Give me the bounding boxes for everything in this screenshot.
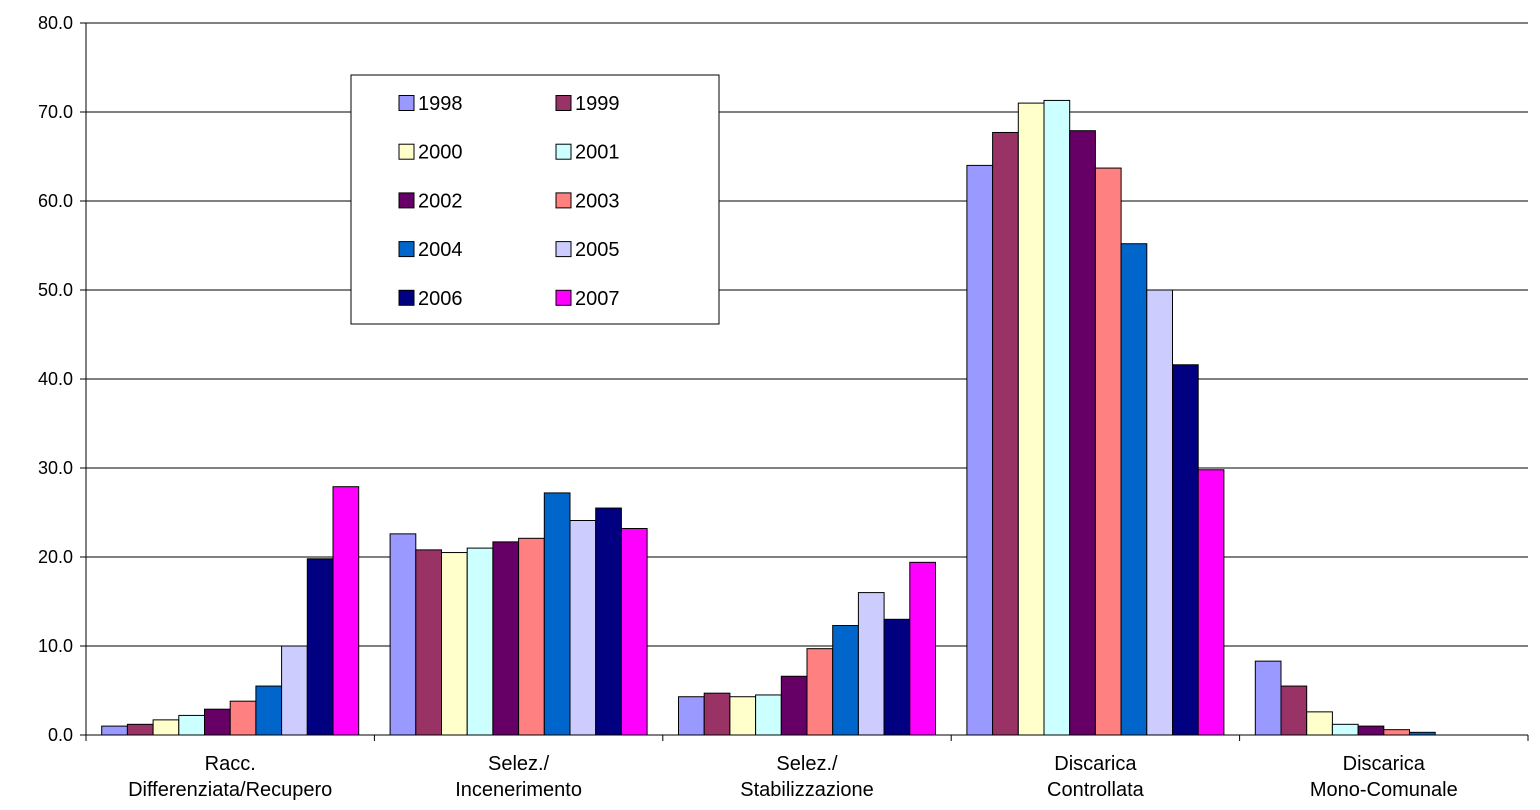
bar-2001-cat-4: [1331, 723, 1359, 736]
bar-2005-cat-2: [857, 592, 885, 736]
x-category-label: Stabilizzazione: [740, 779, 873, 801]
y-tick-label: 60.0: [38, 191, 73, 211]
bar-2002-cat-2: [780, 675, 808, 736]
x-category-label: Mono-Comunale: [1310, 779, 1458, 801]
legend-label-2001: 2001: [575, 142, 620, 164]
x-category-label: Racc.: [205, 753, 256, 775]
legend-label-1999: 1999: [575, 93, 620, 115]
y-tick-label: 40.0: [38, 369, 73, 389]
legend-swatch-2004: [398, 241, 415, 258]
legend-swatch-2000: [398, 143, 415, 160]
x-category-label: Differenziata/Recupero: [128, 779, 332, 801]
legend-swatch-2006: [398, 289, 415, 306]
bar-2007-cat-2: [909, 561, 936, 736]
x-category-label: Incenerimento: [455, 779, 582, 801]
bar-2006-cat-1: [595, 507, 622, 736]
y-tick-label: 80.0: [38, 13, 73, 33]
bar-1999-cat-1: [415, 549, 442, 736]
x-category-label: Discarica: [1343, 753, 1426, 775]
bar-2001-cat-2: [755, 694, 782, 736]
bar-2000-cat-4: [1306, 711, 1333, 736]
bar-2006-cat-0: [306, 558, 334, 736]
bar-2004-cat-0: [255, 685, 283, 736]
y-tick-label: 30.0: [38, 458, 73, 478]
legend-swatch-1998: [398, 95, 415, 111]
legend-label-2002: 2002: [418, 190, 463, 212]
bar-1999-cat-4: [1280, 685, 1308, 736]
y-tick-label: 50.0: [38, 280, 73, 300]
legend-label-2004: 2004: [418, 239, 463, 261]
legend-swatch-2007: [555, 289, 572, 306]
legend-swatch-2002: [398, 192, 415, 209]
bar-1999-cat-0: [126, 723, 154, 736]
legend-swatch-1999: [555, 95, 572, 111]
y-tick-label: 20.0: [38, 547, 73, 567]
bar-2007-cat-1: [620, 528, 648, 736]
bar-2005-cat-1: [569, 520, 597, 736]
bar-2005-cat-0: [281, 645, 308, 736]
bar-1998-cat-4: [1254, 660, 1282, 736]
legend-swatch-2003: [555, 192, 572, 209]
legend-swatch-2001: [555, 143, 572, 160]
legend-label-2000: 2000: [418, 142, 463, 164]
bar-1999-cat-2: [703, 692, 731, 736]
bar-2002-cat-0: [204, 708, 231, 736]
legend-swatch-2005: [555, 241, 572, 258]
bar-2003-cat-4: [1383, 729, 1411, 736]
bar-2003-cat-0: [229, 700, 257, 736]
bar-2002-cat-4: [1357, 725, 1385, 736]
bar-2004-cat-3: [1120, 243, 1148, 736]
x-category-label: Discarica: [1054, 753, 1137, 775]
bar-2006-cat-3: [1172, 364, 1199, 736]
legend-label-2006: 2006: [418, 288, 463, 310]
bar-2001-cat-0: [178, 714, 206, 736]
legend-label-2003: 2003: [575, 190, 620, 212]
x-category-label: Selez./: [776, 753, 838, 775]
bar-2006-cat-2: [883, 618, 911, 736]
bar-2001-cat-3: [1043, 99, 1071, 736]
bar-2001-cat-1: [466, 547, 494, 736]
bar-2007-cat-0: [332, 486, 360, 736]
bar-1998-cat-1: [389, 533, 417, 736]
legend: 1998 1999 2000 2001 2002 2003 2004 2005 2006 2007: [350, 74, 720, 325]
bar-1999-cat-3: [992, 131, 1019, 736]
bar-2000-cat-2: [729, 696, 757, 736]
y-tick-label: 0.0: [48, 725, 73, 745]
bars: [101, 99, 1436, 736]
x-category-label: Controllata: [1047, 779, 1145, 801]
bar-2004-cat-2: [832, 625, 859, 736]
legend-label-2005: 2005: [575, 239, 620, 261]
x-category-label: Selez./: [488, 753, 550, 775]
bar-2003-cat-1: [518, 537, 545, 736]
bar-2002-cat-3: [1069, 130, 1096, 736]
bar-2004-cat-1: [543, 492, 571, 736]
bar-2003-cat-3: [1094, 167, 1122, 736]
gridlines: [86, 22, 1528, 647]
bar-2000-cat-3: [1017, 102, 1045, 736]
legend-label-2007: 2007: [575, 288, 620, 310]
bar-2000-cat-1: [441, 552, 468, 736]
bar-2000-cat-0: [152, 719, 180, 736]
bar-2002-cat-1: [492, 541, 520, 736]
bar-2007-cat-3: [1197, 469, 1225, 736]
y-tick-label: 70.0: [38, 102, 73, 122]
bar-1998-cat-2: [678, 696, 705, 736]
bar-2005-cat-3: [1146, 289, 1174, 736]
axes: 0.0 10.0 20.0 30.0 40.0 50.0 60.0 70.0 80.0 Racc.…: [38, 13, 1529, 801]
y-tick-label: 10.0: [38, 636, 73, 656]
bar-1998-cat-0: [101, 725, 128, 736]
bar-2003-cat-2: [806, 648, 834, 736]
legend-label-1998: 1998: [418, 93, 463, 115]
bar-1998-cat-3: [966, 164, 994, 736]
